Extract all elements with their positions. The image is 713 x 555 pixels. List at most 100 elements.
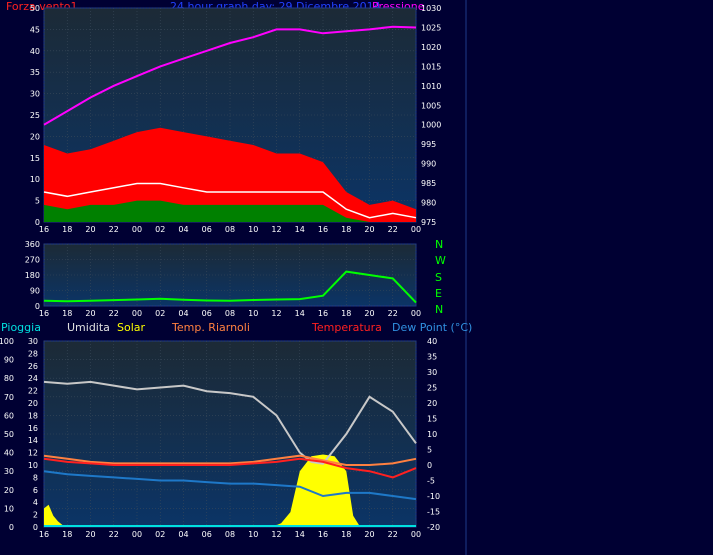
x-tick-label: 02	[155, 225, 165, 234]
pressure-line	[43, 25, 417, 126]
x-tick-label: 16	[318, 530, 328, 539]
x-tick-label: 20	[85, 225, 95, 234]
x-tick-label: 16	[39, 225, 49, 234]
wind-y-tick: 30	[30, 90, 40, 99]
temp-riarnoli-label: Temp. Riarnoli	[172, 321, 250, 334]
solar-label: Solar	[117, 321, 146, 334]
x-tick-label: 12	[271, 309, 281, 318]
wind-low-area	[44, 200, 416, 222]
temp-y-tick: -20	[427, 523, 440, 532]
x-tick-label: 04	[178, 309, 188, 318]
x-tick-label: 22	[388, 309, 398, 318]
temp-y-tick: 0	[427, 461, 432, 470]
temp-y-tick: 15	[427, 415, 437, 424]
humidity-y-tick: 18	[28, 411, 38, 420]
x-tick-label: 14	[295, 530, 305, 539]
x-tick-label: 10	[248, 225, 258, 234]
x-tick-label: 08	[225, 309, 235, 318]
x-tick-label: 16	[318, 309, 328, 318]
x-tick-label: 00	[411, 530, 421, 539]
humidity-y-tick: 6	[33, 486, 38, 495]
x-tick-label: 22	[109, 530, 119, 539]
x-tick-label: 16	[39, 530, 49, 539]
pressure-y-tick: 1010	[421, 82, 441, 91]
x-tick-label: 22	[388, 530, 398, 539]
direction-y-tick: 270	[25, 256, 40, 265]
x-tick-label: 06	[202, 225, 212, 234]
humidity-label: Umidita	[67, 321, 110, 334]
temp-y-tick: -15	[427, 508, 440, 517]
direction-y-tick: 180	[25, 271, 40, 280]
temp-y-tick: 35	[427, 353, 437, 362]
x-tick-label: 22	[388, 225, 398, 234]
pressure-y-tick: 980	[421, 199, 436, 208]
x-tick-label: 02	[155, 309, 165, 318]
wind-direction-line	[43, 270, 417, 304]
temp-y-tick: -10	[427, 492, 440, 501]
humidity-y-tick: 12	[28, 449, 38, 458]
x-tick-label: 10	[248, 530, 258, 539]
humidity-y-tick: 8	[33, 473, 38, 482]
x-tick-label: 06	[202, 530, 212, 539]
solar-area	[271, 454, 361, 527]
direction-y-tick: 0	[35, 302, 40, 311]
x-tick-label: 04	[178, 530, 188, 539]
pressure-y-tick: 975	[421, 218, 436, 227]
x-tick-label: 12	[271, 225, 281, 234]
pressure-y-tick: 1025	[421, 23, 441, 32]
x-tick-label: 20	[364, 309, 374, 318]
wind-y-tick: 10	[30, 175, 40, 184]
dewpoint-line	[43, 470, 417, 501]
x-tick-label: 06	[202, 309, 212, 318]
pressure-y-tick: 1015	[421, 62, 441, 71]
x-tick-label: 22	[109, 225, 119, 234]
direction-y-tick: 360	[25, 240, 40, 249]
dir-label-n-bottom: N	[435, 303, 444, 316]
temp-riarnoli-line	[43, 454, 417, 466]
humidity-y-tick: 26	[28, 362, 38, 371]
temp-y-tick: 25	[427, 384, 437, 393]
pressure-y-tick: 990	[421, 160, 436, 169]
x-tick-label: 04	[178, 225, 188, 234]
temp-y-tick: 40	[427, 337, 437, 346]
x-tick-label: 16	[39, 309, 49, 318]
x-tick-label: 02	[155, 530, 165, 539]
rain-y-tick: 80	[4, 374, 14, 383]
wind-y-tick: 45	[30, 25, 40, 34]
dir-label-n-top: N	[435, 238, 444, 251]
rain-y-tick: 40	[4, 449, 14, 458]
humidity-y-tick: 16	[28, 424, 38, 433]
humidity-y-tick: 20	[28, 399, 38, 408]
x-tick-label: 00	[411, 225, 421, 234]
rain-label: Pioggia	[1, 321, 41, 334]
x-tick-label: 18	[62, 225, 72, 234]
temp-y-tick: 20	[427, 399, 437, 408]
humidity-y-tick: 28	[28, 349, 38, 358]
dir-label-w: W	[435, 254, 446, 267]
x-tick-label: 14	[295, 309, 305, 318]
pressure-y-tick: 1000	[421, 121, 441, 130]
humidity-y-tick: 30	[28, 337, 38, 346]
wind-y-tick: 15	[30, 154, 40, 163]
x-tick-label: 08	[225, 225, 235, 234]
pressure-y-tick: 1005	[421, 101, 441, 110]
rain-y-tick: 100	[0, 337, 14, 346]
x-tick-label: 20	[364, 225, 374, 234]
x-tick-label: 18	[341, 530, 351, 539]
x-tick-label: 14	[295, 225, 305, 234]
wind-y-tick: 35	[30, 68, 40, 77]
wind-y-tick: 20	[30, 132, 40, 141]
rain-y-tick: 70	[4, 393, 14, 402]
x-tick-label: 12	[271, 530, 281, 539]
wind-avg-line	[43, 182, 417, 219]
x-tick-label: 18	[62, 530, 72, 539]
pressure-y-tick: 995	[421, 140, 436, 149]
temp-y-tick: -5	[427, 477, 435, 486]
rain-y-tick: 60	[4, 411, 14, 420]
temperature-line	[43, 457, 417, 479]
pressure-y-tick: 1030	[421, 4, 441, 13]
rain-y-tick: 10	[4, 504, 14, 513]
wind-y-tick: 40	[30, 47, 40, 56]
